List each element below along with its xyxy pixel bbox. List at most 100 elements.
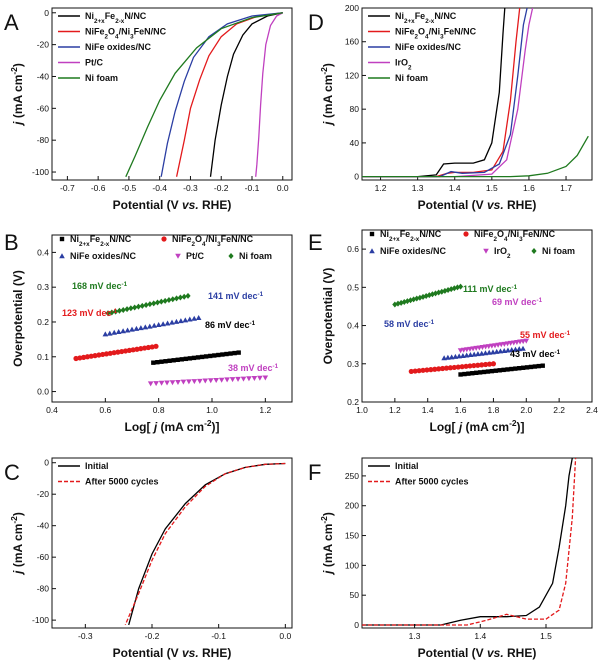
y-tick-label: 0: [44, 8, 49, 18]
data-point: [191, 379, 198, 385]
data-point: [151, 360, 156, 365]
data-point: [490, 361, 497, 367]
data-point: [497, 368, 502, 373]
data-point: [408, 368, 414, 375]
data-point: [153, 381, 159, 387]
plot-area: [73, 292, 269, 387]
legend-marker-0: [369, 231, 375, 237]
data-point: [96, 352, 102, 358]
data-point: [195, 315, 202, 321]
slope-label-4: 168 mV dec-1: [72, 281, 128, 292]
data-point: [133, 325, 140, 331]
data-point: [187, 356, 193, 361]
x-tick-label: 0.6: [99, 405, 111, 415]
x-tick-label: 0.4: [46, 405, 58, 415]
legend-marker-0: [59, 236, 65, 242]
data-point: [169, 380, 176, 386]
series-line-4: [125, 12, 283, 178]
data-point: [92, 353, 98, 359]
data-point: [186, 316, 193, 322]
legend-label-2: NiFe oxides/NC: [380, 246, 447, 256]
data-point: [257, 375, 263, 381]
y-tick-label: -100: [32, 615, 49, 625]
y-axis-label: j (mA cm-2): [9, 512, 25, 576]
x-axis-label: Potential (V vs. RHE): [113, 646, 232, 660]
legend-marker-2: [59, 253, 65, 259]
data-point: [169, 319, 175, 325]
data-point: [236, 350, 241, 355]
slope-label-3: 69 mV dec-1: [492, 297, 543, 308]
data-point: [420, 293, 426, 300]
plot-area: [124, 462, 286, 626]
data-point: [443, 365, 450, 371]
data-point: [459, 364, 465, 370]
data-point: [517, 366, 522, 371]
legend-label-0: Ni2+xFe2-xN/NC: [395, 11, 457, 25]
data-point: [524, 365, 530, 370]
data-point: [105, 310, 111, 317]
data-point: [481, 369, 487, 375]
legend-label-0: Ni2+xFe2-xN/NC: [380, 229, 442, 243]
x-axis-label: Potential (V vs. RHE): [113, 198, 232, 212]
x-tick-label: -0.1: [211, 631, 226, 641]
data-point: [126, 347, 132, 353]
data-point: [138, 325, 144, 331]
data-point: [142, 324, 149, 330]
data-point: [436, 366, 442, 372]
series-line-3: [255, 12, 284, 177]
data-point: [228, 351, 233, 356]
panel-letter: A: [4, 10, 19, 35]
data-point: [420, 367, 426, 373]
legend-label-3: IrO2: [494, 246, 511, 260]
data-point: [181, 293, 187, 300]
legend-label-1: NiFe2O4/Ni3FeN/NC: [85, 27, 167, 41]
data-point: [115, 349, 121, 355]
legend-label-3: IrO2: [395, 58, 412, 72]
legend-label-1: NiFe2O4/Ni3FeN/NC: [172, 234, 254, 248]
data-point: [124, 327, 131, 333]
data-point: [505, 367, 510, 372]
data-point: [471, 362, 477, 369]
data-point: [124, 306, 130, 313]
data-point: [109, 309, 115, 316]
data-point: [458, 372, 463, 377]
data-point: [180, 379, 187, 385]
data-point: [111, 350, 117, 356]
series-line-1: [175, 12, 283, 177]
data-point: [153, 343, 159, 349]
y-tick-label: 0.4: [347, 321, 359, 331]
x-tick-label: 0.0: [277, 183, 289, 193]
data-point: [77, 355, 83, 361]
data-point: [445, 354, 451, 360]
legend-label-4: Ni foam: [239, 251, 272, 261]
legend-label-0: Ni2+xFe2-xN/NC: [70, 234, 132, 248]
x-tick-label: 1.8: [488, 405, 500, 415]
slope-label-1: 55 mV dec-1: [520, 330, 571, 341]
x-tick-label: -0.1: [245, 183, 260, 193]
series-line-1: [362, 8, 521, 178]
panel-f: F 1.3 1.4 1.5 0 50 100 150 200 250 Potential (V vs…: [308, 457, 593, 660]
data-point: [485, 369, 491, 374]
data-point: [111, 329, 118, 335]
y-axis-label: j (mA cm-2): [319, 63, 335, 127]
series-line-2: [362, 8, 528, 178]
data-point: [167, 358, 172, 363]
x-tick-label: 1.4: [449, 183, 461, 193]
data-point: [147, 301, 153, 308]
data-point: [81, 354, 87, 360]
y-tick-label: -80: [37, 135, 50, 145]
plot-frame: [51, 457, 293, 629]
data-point: [224, 351, 229, 357]
y-tick-label: -60: [37, 103, 50, 113]
panel-letter: C: [4, 460, 20, 485]
series-line-0: [128, 462, 286, 626]
data-point: [158, 298, 164, 305]
x-axis-label: Potential (V vs. RHE): [418, 198, 537, 212]
data-point: [73, 355, 79, 362]
data-point: [451, 364, 457, 371]
slope-label-2: 141 mV dec-1: [208, 291, 264, 302]
x-tick-label: 1.3: [409, 631, 421, 641]
series-line-2: [160, 12, 283, 177]
data-point: [486, 361, 493, 367]
